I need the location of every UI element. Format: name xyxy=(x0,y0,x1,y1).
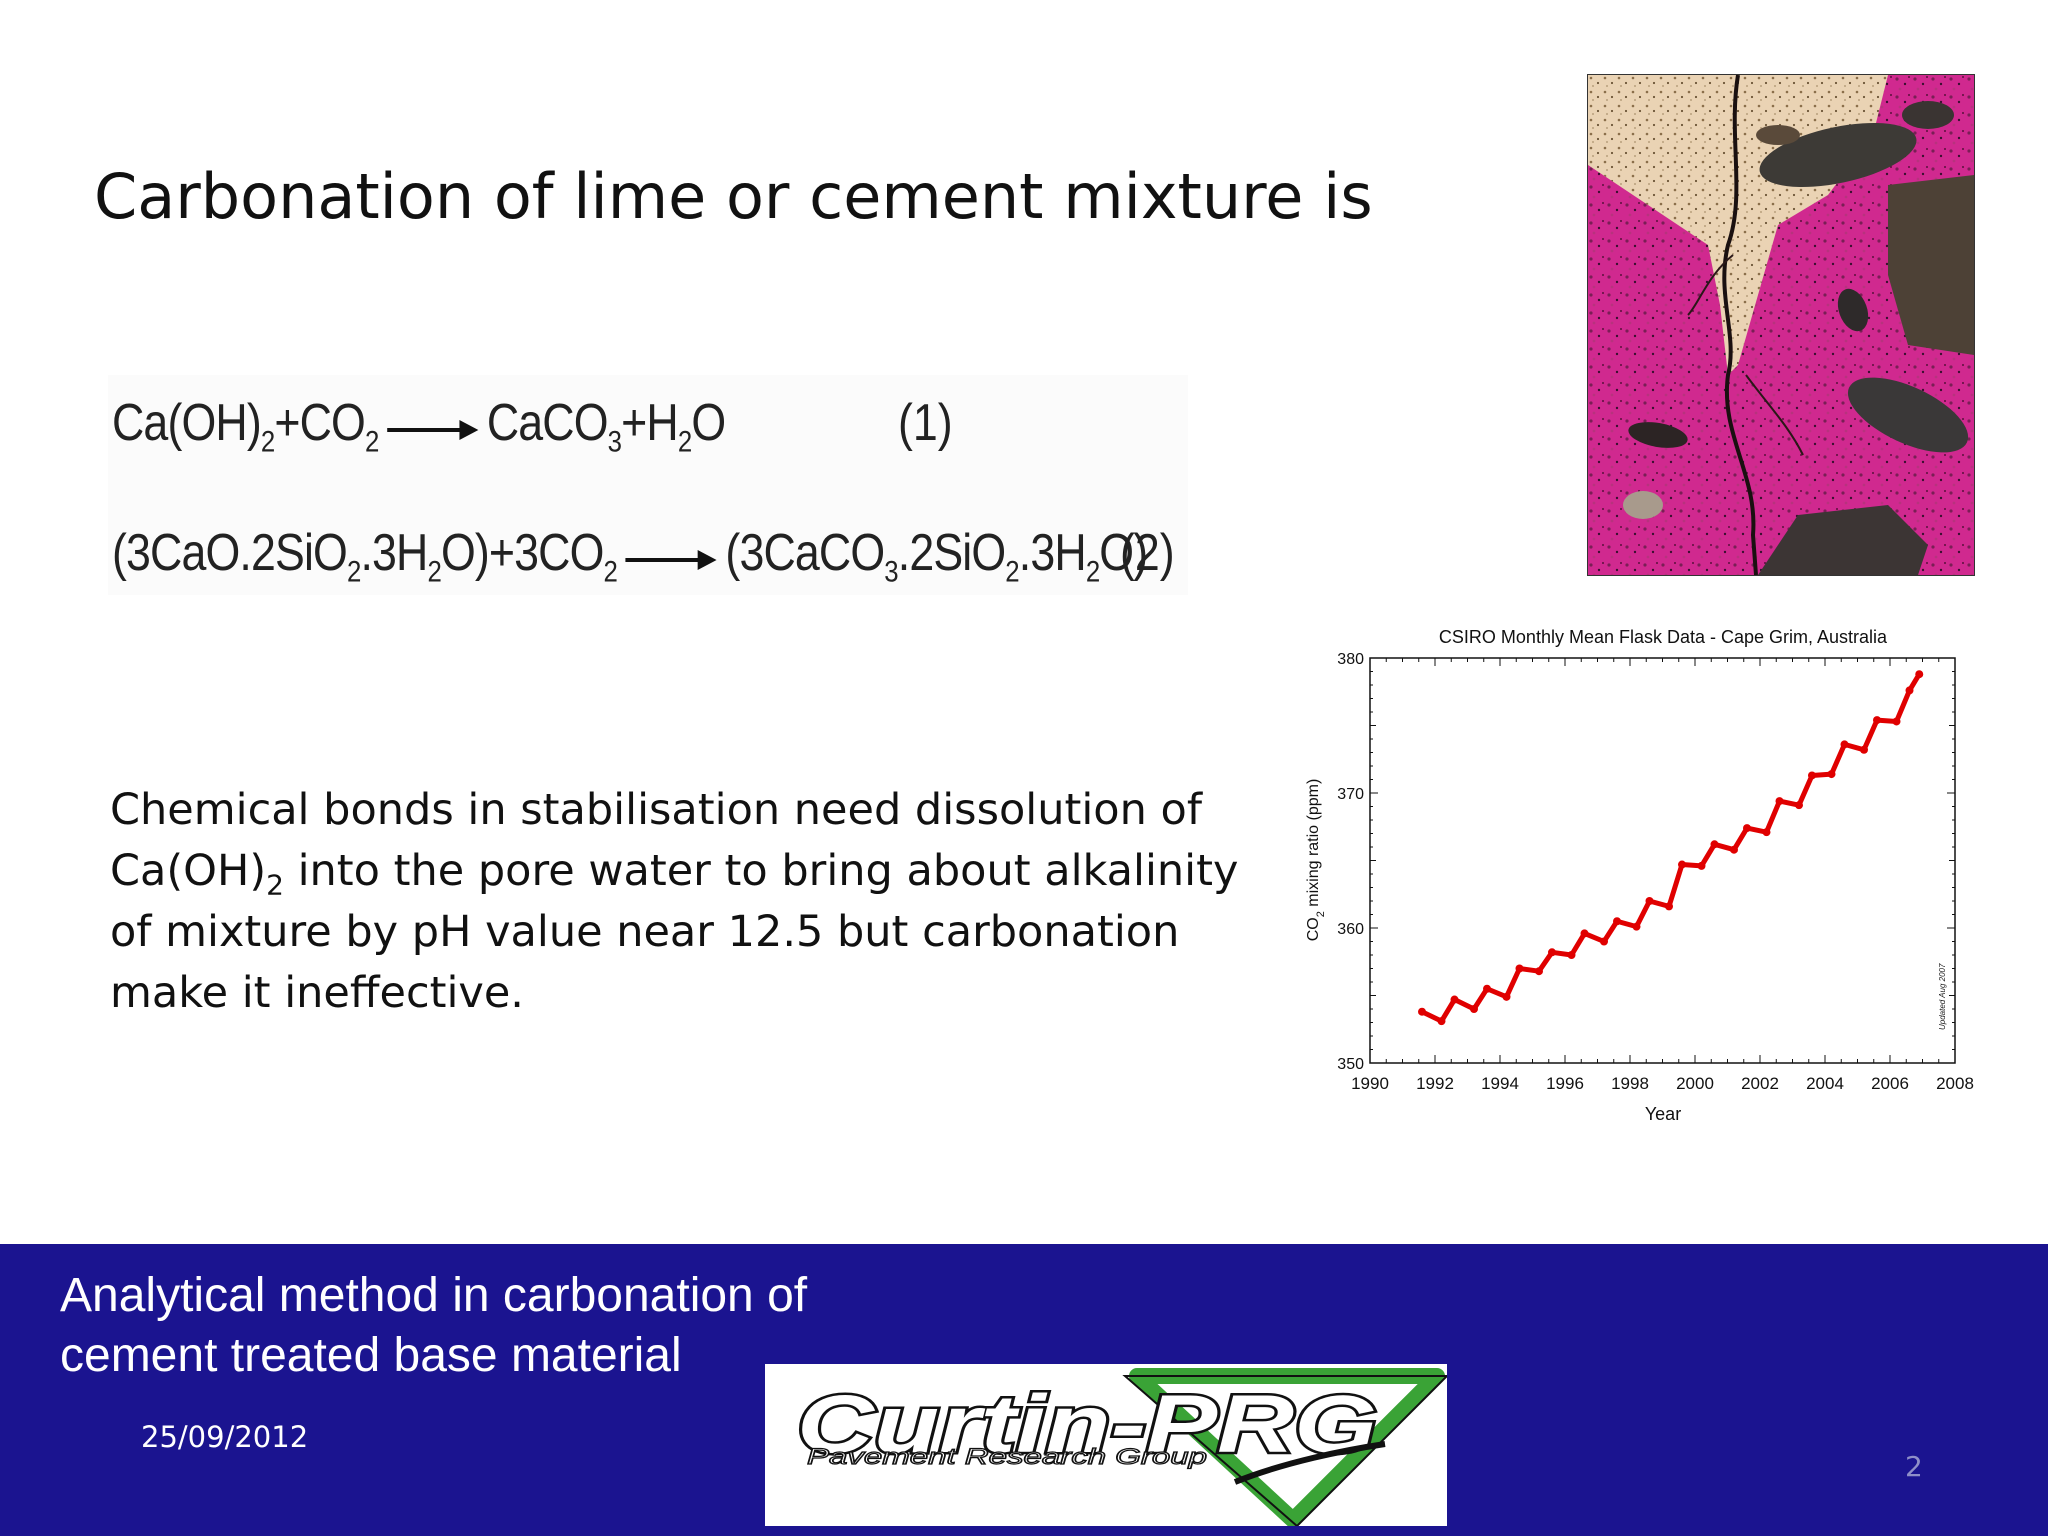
co2-chart: CSIRO Monthly Mean Flask Data - Cape Gri… xyxy=(1305,627,1974,1124)
equation-2-reactants: (3CaO.2SiO2.3H2O)+3CO2 xyxy=(112,524,618,589)
x-axis-label: Year xyxy=(1645,1104,1681,1124)
reaction-arrow-icon xyxy=(625,550,717,571)
x-tick-label: 1994 xyxy=(1481,1074,1519,1093)
co2-data-point xyxy=(1892,717,1901,726)
x-tick-label: 1990 xyxy=(1351,1074,1389,1093)
equation-1-number: (1) xyxy=(898,394,953,452)
equation-1-products: CaCO3+H2O xyxy=(486,394,726,459)
equation-2-number: (2) xyxy=(1120,524,1175,582)
co2-data-point xyxy=(1915,670,1924,679)
co2-data-point xyxy=(1678,860,1686,869)
co2-data-point xyxy=(1567,951,1576,959)
x-tick-label: 1992 xyxy=(1416,1074,1454,1093)
concrete-crack-photo xyxy=(1587,74,1975,576)
y-tick-label: 370 xyxy=(1337,786,1364,803)
x-tick-label: 2000 xyxy=(1676,1074,1714,1093)
logo-graphic: Curtin-PRG Pavement Research Group xyxy=(795,1368,1450,1528)
equation-2: (3CaO.2SiO2.3H2O)+3CO2 (3CaCO3.2SiO2.3H2O… xyxy=(112,523,1148,589)
x-tick-label: 2004 xyxy=(1806,1074,1844,1093)
co2-data-point xyxy=(1762,828,1771,837)
co2-data-point xyxy=(1548,948,1556,957)
co2-data-point xyxy=(1645,897,1654,905)
co2-data-point xyxy=(1697,861,1706,870)
x-tick-label: 1998 xyxy=(1611,1074,1649,1093)
co2-data-point xyxy=(1535,967,1543,976)
equations-panel: Ca(OH)2+CO2 CaCO3+H2O (1) (3CaO.2SiO2.3H2… xyxy=(108,375,1188,595)
equation-1-reactants: Ca(OH)2+CO2 xyxy=(112,394,379,459)
concrete-crack-illustration xyxy=(1588,75,1974,575)
co2-data-point xyxy=(1470,1005,1478,1013)
co2-data-point xyxy=(1730,845,1738,854)
co2-data-point xyxy=(1450,995,1459,1004)
chart-annotation: Updated Aug 2007 xyxy=(1938,963,1947,1030)
co2-data-point xyxy=(1827,770,1836,779)
x-tick-label: 2002 xyxy=(1741,1074,1779,1093)
co2-data-point xyxy=(1860,745,1868,754)
y-axis-label: CO2 mixing ratio (ppm) xyxy=(1305,779,1327,942)
y-tick-label: 360 xyxy=(1337,921,1364,938)
body-paragraph: Chemical bonds in stabilisation need dis… xyxy=(110,785,1239,1018)
co2-series-line xyxy=(1420,672,1922,1024)
logo-main-text: Curtin-PRG xyxy=(797,1379,1377,1470)
equation-2-products: (3CaCO3.2SiO2.3H2O) xyxy=(725,524,1148,589)
co2-data-point xyxy=(1632,922,1641,931)
logo-sub-text: Pavement Research Group xyxy=(807,1444,1207,1469)
y-axis-ticks: 350 360 370 380 xyxy=(1337,651,1955,1073)
page-number: 2 xyxy=(1905,1450,1923,1483)
footer-title: Analytical method in carbonation of ceme… xyxy=(60,1269,808,1382)
chart-title: CSIRO Monthly Mean Flask Data - Cape Gri… xyxy=(1439,627,1888,647)
x-axis-ticks: 1990 1992 1994 1996 1998 2000 2002 2004 2006 2008 xyxy=(1351,658,1974,1093)
co2-data-point xyxy=(1795,801,1803,810)
data-series xyxy=(1418,670,1924,1026)
curtin-prg-logo: Curtin-PRG Pavement Research Group xyxy=(765,1364,1450,1528)
equation-1: Ca(OH)2+CO2 CaCO3+H2O xyxy=(112,393,726,459)
co2-data-point xyxy=(1580,929,1589,938)
co2-data-point xyxy=(1808,771,1816,780)
x-tick-label: 1996 xyxy=(1546,1074,1584,1093)
reaction-arrow-icon xyxy=(387,420,479,441)
co2-data-point xyxy=(1483,984,1491,993)
co2-data-point xyxy=(1840,740,1849,749)
slide-title: Carbonation of lime or cement mixture is xyxy=(94,160,1373,233)
footer-date: 25/09/2012 xyxy=(141,1420,309,1454)
co2-data-point xyxy=(1502,992,1511,1001)
x-tick-label: 2006 xyxy=(1871,1074,1909,1093)
co2-data-point xyxy=(1743,824,1751,833)
co2-data-point xyxy=(1600,937,1608,946)
co2-data-point xyxy=(1905,686,1914,695)
x-tick-label: 2008 xyxy=(1936,1074,1974,1093)
y-tick-label: 380 xyxy=(1337,651,1364,668)
footer-bar: Analytical method in carbonation of ceme… xyxy=(0,1244,2048,1536)
co2-data-point xyxy=(1437,1017,1446,1026)
y-tick-label: 350 xyxy=(1337,1056,1364,1073)
co2-data-point xyxy=(1515,964,1524,973)
co2-data-point xyxy=(1665,902,1673,911)
co2-data-point xyxy=(1873,716,1881,725)
co2-data-point xyxy=(1613,917,1621,926)
co2-data-point xyxy=(1775,797,1784,806)
co2-data-point xyxy=(1710,840,1719,849)
co2-data-point xyxy=(1418,1007,1426,1016)
